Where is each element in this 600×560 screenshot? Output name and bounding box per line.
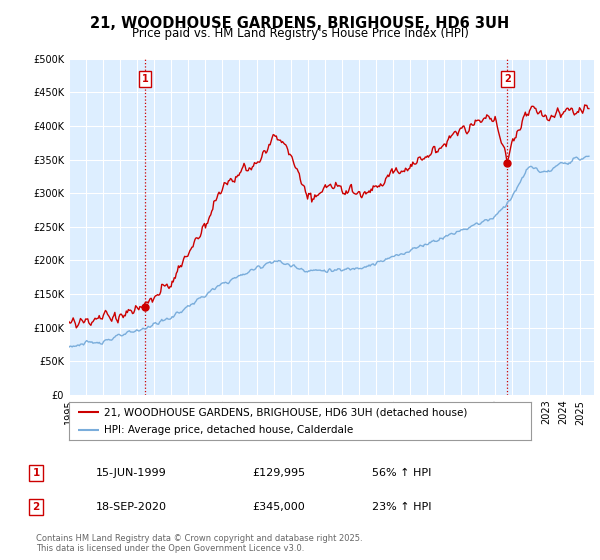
Text: HPI: Average price, detached house, Calderdale: HPI: Average price, detached house, Cald… <box>104 425 353 435</box>
Text: 56% ↑ HPI: 56% ↑ HPI <box>372 468 431 478</box>
Text: 18-SEP-2020: 18-SEP-2020 <box>96 502 167 512</box>
Text: £129,995: £129,995 <box>252 468 305 478</box>
Text: Contains HM Land Registry data © Crown copyright and database right 2025.
This d: Contains HM Land Registry data © Crown c… <box>36 534 362 553</box>
Text: 21, WOODHOUSE GARDENS, BRIGHOUSE, HD6 3UH: 21, WOODHOUSE GARDENS, BRIGHOUSE, HD6 3U… <box>91 16 509 31</box>
Text: Price paid vs. HM Land Registry's House Price Index (HPI): Price paid vs. HM Land Registry's House … <box>131 27 469 40</box>
Text: 1: 1 <box>32 468 40 478</box>
Text: £345,000: £345,000 <box>252 502 305 512</box>
Text: 2: 2 <box>504 74 511 84</box>
Text: 2: 2 <box>32 502 40 512</box>
Text: 15-JUN-1999: 15-JUN-1999 <box>96 468 167 478</box>
Text: 1: 1 <box>142 74 148 84</box>
Text: 21, WOODHOUSE GARDENS, BRIGHOUSE, HD6 3UH (detached house): 21, WOODHOUSE GARDENS, BRIGHOUSE, HD6 3U… <box>104 407 467 417</box>
Text: 23% ↑ HPI: 23% ↑ HPI <box>372 502 431 512</box>
